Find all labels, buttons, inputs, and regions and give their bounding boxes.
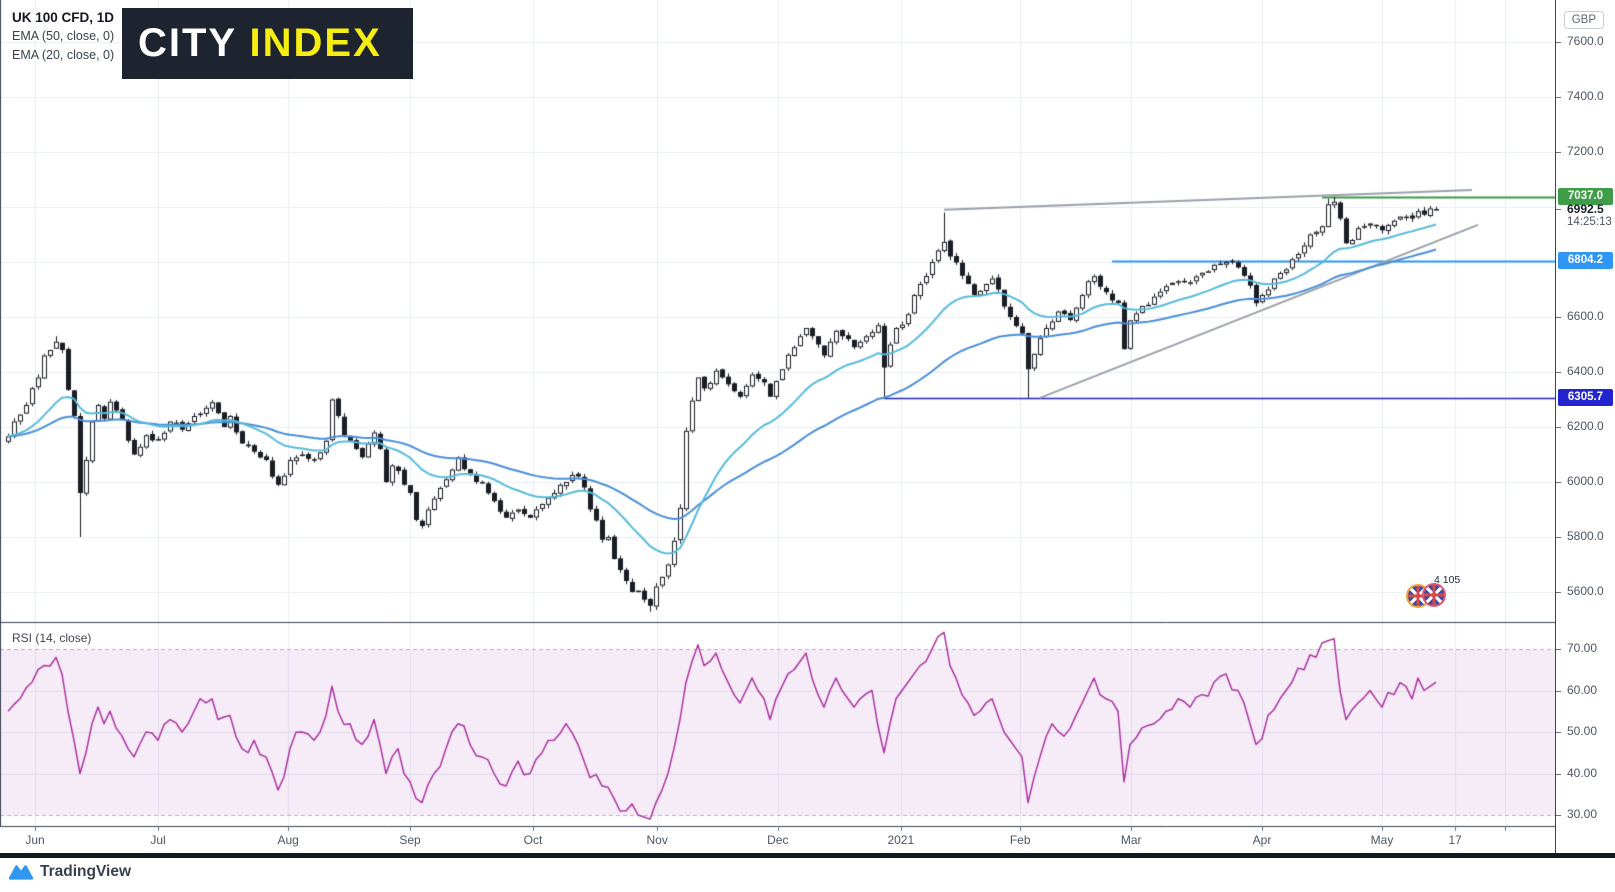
level-badge-support-low: 6305.7 xyxy=(1558,389,1613,407)
rsi-tick-label: 70.00 xyxy=(1567,641,1598,655)
time-tick-label: Jul xyxy=(150,833,166,847)
price-axis-tick xyxy=(1556,537,1561,538)
price-axis-tick xyxy=(1556,317,1561,318)
price-tick-label: 6400.0 xyxy=(1567,364,1604,378)
last-price-tick xyxy=(1556,209,1561,211)
price-axis-tick xyxy=(1556,42,1561,43)
tradingview-brand-text: TradingView xyxy=(40,863,132,880)
price-tick-label: 5800.0 xyxy=(1567,529,1604,543)
price-tick-label: 6200.0 xyxy=(1567,419,1604,433)
symbol-title[interactable]: UK 100 CFD, 1D xyxy=(12,10,115,25)
price-axis-tick xyxy=(1556,427,1561,428)
tradingview-footer[interactable]: TradingView xyxy=(8,860,131,884)
uk-flag-bubble-icon[interactable] xyxy=(1422,583,1446,607)
ideas-count-label: 4 105 xyxy=(1434,574,1461,586)
price-axis[interactable]: GBP 7600.0 7400.0 7200.0 6600.0 6400.0 6200.0… xyxy=(1555,0,1615,853)
price-axis-tick xyxy=(1556,152,1561,153)
price-tick-label: 6000.0 xyxy=(1567,474,1604,488)
price-axis-tick xyxy=(1556,372,1561,373)
price-tick-label: 7600.0 xyxy=(1567,34,1604,48)
level-badge-resistance: 7037.0 xyxy=(1558,188,1613,206)
city-index-logo: CITY INDEX xyxy=(122,8,413,79)
bar-close-countdown: 14:25:13 xyxy=(1567,216,1612,229)
tradingview-logo-icon xyxy=(8,865,34,880)
price-axis-tick xyxy=(1556,482,1561,483)
rsi-tick-label: 40.00 xyxy=(1567,765,1598,780)
time-tick-label: Mar xyxy=(1120,833,1142,847)
time-tick-label: Feb xyxy=(1009,833,1031,847)
price-tick-label: 7200.0 xyxy=(1567,144,1604,158)
time-tick-label: Jun xyxy=(25,833,45,847)
rsi-axis-tick xyxy=(1556,773,1561,775)
price-tick-label: 5600.0 xyxy=(1567,584,1604,598)
rsi-axis-tick xyxy=(1556,732,1561,733)
price-tick-label: 6600.0 xyxy=(1567,309,1604,323)
time-tick-label: Oct xyxy=(523,833,543,847)
indicator-ema50-label[interactable]: EMA (50, close, 0) xyxy=(12,29,115,43)
time-tick-label: 2021 xyxy=(887,833,915,847)
time-tick-label: Dec xyxy=(767,833,789,847)
time-tick-label: Aug xyxy=(277,833,299,847)
rsi-tick-label: 30.00 xyxy=(1567,807,1598,821)
rsi-tick-label: 50.00 xyxy=(1567,724,1598,738)
rsi-axis-tick xyxy=(1556,649,1561,650)
time-tick-label: May xyxy=(1370,833,1394,847)
level-badge-support-mid: 6804.2 xyxy=(1558,252,1613,270)
rsi-indicator-label[interactable]: RSI (14, close) xyxy=(12,631,92,645)
rsi-axis-tick xyxy=(1556,815,1561,816)
last-price-label: 6992.5 xyxy=(1567,202,1604,217)
main-chart-canvas[interactable] xyxy=(0,0,1555,853)
time-tick-label: Apr xyxy=(1252,833,1272,847)
price-axis-tick xyxy=(1556,592,1561,593)
price-tick-label: 7400.0 xyxy=(1567,89,1604,103)
time-tick-label: Sep xyxy=(399,833,421,847)
ideas-bubbles[interactable]: 4 105 xyxy=(1404,574,1476,608)
time-tick-label: 17 xyxy=(1448,833,1462,847)
window-bottom-edge xyxy=(0,853,1615,858)
chart-legend: UK 100 CFD, 1D EMA (50, close, 0) EMA (2… xyxy=(12,8,114,65)
city-index-logo-index: INDEX xyxy=(249,21,382,65)
city-index-logo-city: CITY xyxy=(138,21,250,65)
rsi-tick-label: 60.00 xyxy=(1567,682,1598,697)
indicator-ema20-label[interactable]: EMA (20, close, 0) xyxy=(12,48,115,62)
currency-button[interactable]: GBP xyxy=(1563,11,1604,29)
price-axis-tick xyxy=(1556,97,1561,98)
rsi-axis-tick xyxy=(1556,690,1561,692)
time-tick-label: Nov xyxy=(646,833,668,847)
